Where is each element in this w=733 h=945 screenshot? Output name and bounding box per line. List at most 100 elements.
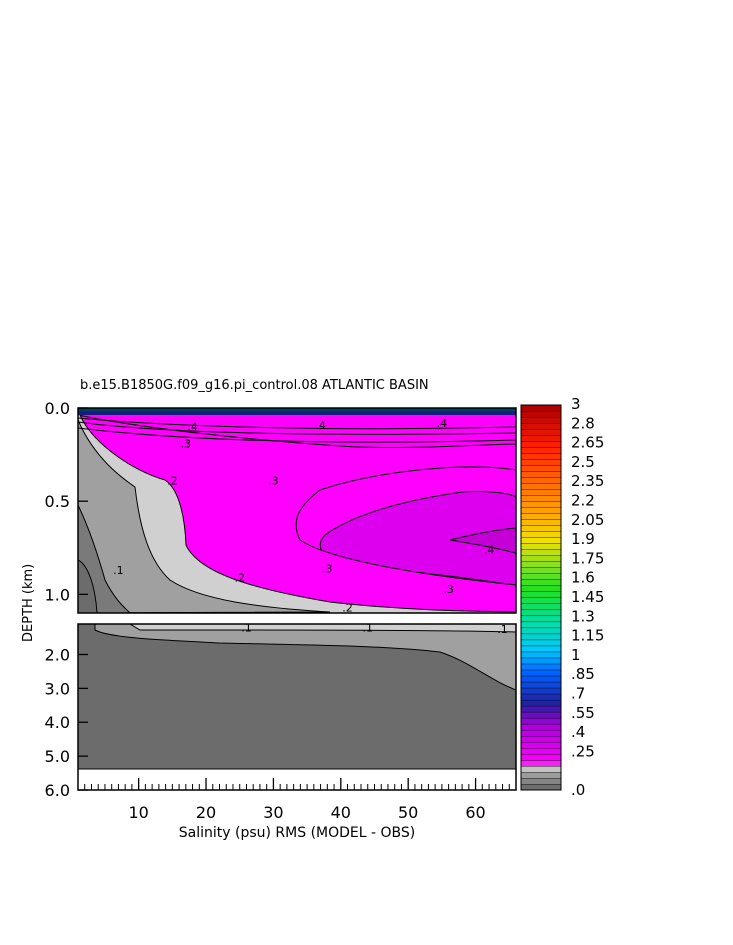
colorbar-swatch: [520, 609, 562, 617]
colorbar-swatch: [520, 585, 562, 592]
contour-label: .1: [363, 622, 374, 635]
x-tick-label: 20: [196, 803, 216, 822]
colorbar-swatch: [520, 440, 562, 448]
contour-label: .1: [241, 622, 252, 635]
contour-label: .3: [443, 583, 454, 596]
x-tick-label: 50: [398, 803, 418, 822]
colorbar-swatch: [520, 627, 562, 635]
colorbar-swatch: [520, 669, 562, 677]
colorbar-swatch: [520, 645, 562, 653]
colorbar-swatch: [520, 687, 562, 695]
colorbar-label: 2.8: [571, 414, 595, 432]
colorbar-swatch: [520, 422, 562, 430]
lower-frame: [77, 623, 517, 791]
region-02-lower: [129, 624, 516, 633]
colorbar-swatch: [520, 476, 562, 484]
colorbar-swatch: [520, 549, 562, 556]
region-01-lower: [94, 624, 516, 691]
colorbar-label: .7: [571, 685, 585, 703]
colorbar-label: 1.15: [571, 627, 604, 645]
colorbar: 32.8 2.652.52.35 2.22.051.91.75 1.61.451.3 1…: [520, 395, 604, 799]
colorbar-swatch: [520, 753, 562, 761]
colorbar-swatch: [520, 507, 562, 514]
colorbar-label: 2.65: [571, 434, 604, 452]
colorbar-swatch: [520, 663, 562, 671]
colorbar-swatch: [520, 717, 562, 725]
surface-band: [78, 408, 516, 411]
contour-line: [78, 417, 516, 430]
colorbar-swatch: [520, 446, 562, 454]
y-tick-label: 5.0: [45, 747, 70, 766]
colorbar-label: 1.9: [571, 530, 595, 548]
colorbar-frame: [520, 404, 562, 791]
colorbar-label: 1.6: [571, 569, 595, 587]
colorbar-label: 2.05: [571, 511, 604, 529]
contour-label: .1: [497, 623, 508, 636]
colorbar-label: .0: [571, 781, 585, 799]
y-tick-label: 0.0: [45, 399, 70, 418]
colorbar-swatch: [520, 765, 562, 773]
colorbar-swatch: [520, 615, 562, 623]
colorbar-label: 2.5: [571, 453, 595, 471]
colorbar-swatch: [520, 657, 562, 665]
contour-label: .4: [187, 421, 198, 434]
colorbar-swatch: [520, 464, 562, 472]
colorbar-label: 2.2: [571, 492, 595, 510]
colorbar-label: 1.45: [571, 588, 604, 606]
colorbar-swatch: [520, 747, 562, 755]
colorbar-swatch: [520, 489, 562, 496]
colorbar-label: 1.3: [571, 607, 595, 625]
contour-labels: .4 .4 .4 .3 .3 .2 .4 .3 .3 .2 .2 .1 .1 .1 .1: [113, 417, 508, 636]
contour-label: .2: [342, 601, 353, 614]
colorbar-label: 2.35: [571, 472, 604, 490]
colorbar-swatch: [520, 410, 562, 418]
contour-label: .3: [268, 475, 279, 488]
chart-title: b.e15.B1850G.f09_g16.pi_control.08 ATLAN…: [80, 378, 429, 393]
x-tick-label: 60: [465, 803, 485, 822]
colorbar-swatch: [520, 501, 562, 508]
colorbar-swatch: [520, 681, 562, 689]
colorbar-swatch: [520, 537, 562, 544]
colorbar-label: .4: [571, 723, 585, 741]
colorbar-swatch: [520, 434, 562, 442]
colorbar-label: 3: [571, 395, 581, 413]
colorbar-swatch: [520, 519, 562, 526]
contour-label: .3: [322, 562, 333, 575]
colorbar-swatch: [520, 777, 562, 785]
colorbar-swatch: [520, 579, 562, 586]
colorbar-swatch: [520, 633, 562, 641]
y-tick-label: 2.0: [45, 645, 70, 664]
colorbar-swatch: [520, 416, 562, 424]
colorbar-label: .85: [571, 665, 595, 683]
contour-line: [78, 421, 516, 435]
colorbar-swatch: [520, 729, 562, 737]
colorbar-swatch: [520, 603, 562, 611]
y-tick-label: 4.0: [45, 713, 70, 732]
colorbar-swatch: [520, 675, 562, 683]
contour-label: .4: [484, 544, 495, 557]
colorbar-swatch: [520, 735, 562, 743]
surface-band: [78, 408, 516, 415]
colorbar-swatch: [520, 621, 562, 629]
colorbar-swatch: [520, 759, 562, 767]
contour-label: .4: [315, 419, 326, 432]
upper-frame: [77, 407, 517, 614]
colorbar-swatch: [520, 693, 562, 701]
colorbar-swatch: [520, 639, 562, 647]
colorbar-label: .55: [571, 704, 595, 722]
colorbar-swatch: [520, 741, 562, 749]
colorbar-swatch: [520, 404, 562, 412]
colorbar-swatch: [520, 495, 562, 502]
colorbar-swatch: [520, 543, 562, 550]
y-axis-label: DEPTH (km): [21, 564, 36, 642]
colorbar-swatch: [520, 561, 562, 568]
colorbar-swatch: [520, 699, 562, 707]
colorbar-swatch: [520, 513, 562, 520]
contour-label: .3: [181, 437, 192, 450]
colorbar-swatch: [520, 525, 562, 532]
contour-label: .2: [167, 475, 178, 488]
region-00b: [78, 559, 98, 613]
colorbar-swatch: [520, 597, 562, 605]
y-tick-label: 6.0: [45, 781, 70, 800]
